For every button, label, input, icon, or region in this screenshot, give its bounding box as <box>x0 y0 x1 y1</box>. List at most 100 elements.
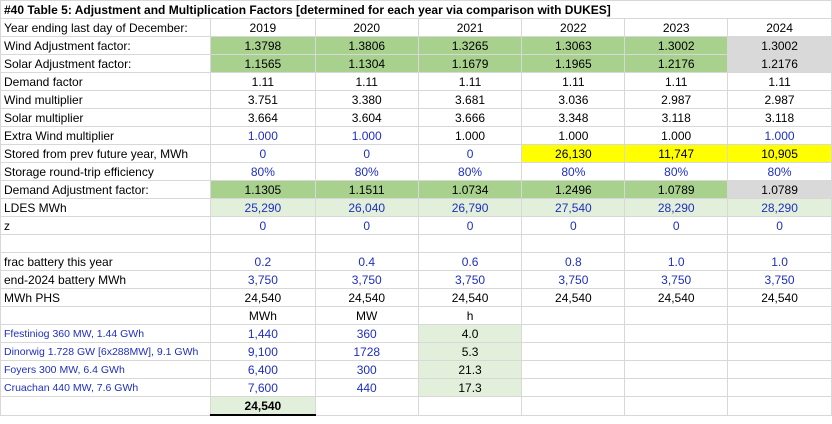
phs-mw[interactable]: 1728 <box>314 342 419 361</box>
row-label[interactable]: MWh PHS <box>0 288 211 307</box>
phs-mwh[interactable]: 6,400 <box>209 360 316 379</box>
value-cell[interactable]: 24,540 <box>521 288 626 307</box>
year-cell[interactable]: 2021 <box>417 18 523 37</box>
value-cell[interactable]: 1.0 <box>624 252 729 271</box>
year-cell[interactable]: 2020 <box>314 18 419 37</box>
value-cell[interactable] <box>209 234 316 253</box>
phs-mwh[interactable]: 1,440 <box>209 324 316 343</box>
value-cell[interactable]: 3.348 <box>521 108 626 127</box>
value-cell[interactable]: 1.2176 <box>727 54 832 73</box>
empty-cell[interactable] <box>314 396 419 416</box>
phs-mw[interactable]: 360 <box>314 324 419 343</box>
row-label[interactable]: Demand factor <box>0 72 211 91</box>
value-cell[interactable]: 1.3002 <box>624 36 729 55</box>
empty-cell[interactable] <box>624 378 729 397</box>
value-cell[interactable]: 1.0734 <box>417 180 523 199</box>
value-cell[interactable]: 1.11 <box>727 72 832 91</box>
row-label[interactable]: Stored from prev future year, MWh <box>0 144 211 163</box>
value-cell[interactable]: 1.000 <box>417 126 523 145</box>
value-cell[interactable]: 80% <box>314 162 419 181</box>
row-label[interactable]: Year ending last day of December: <box>0 18 211 37</box>
year-cell[interactable]: 2022 <box>521 18 626 37</box>
value-cell[interactable]: 3.380 <box>314 90 419 109</box>
year-cell[interactable]: 2024 <box>727 18 832 37</box>
value-cell[interactable]: 3,750 <box>624 270 729 289</box>
value-cell[interactable] <box>521 234 626 253</box>
value-cell[interactable]: 3,750 <box>417 270 523 289</box>
value-cell[interactable] <box>314 234 419 253</box>
value-cell[interactable]: 3.751 <box>209 90 316 109</box>
value-cell[interactable]: 1.0789 <box>624 180 729 199</box>
empty-cell[interactable] <box>521 360 626 379</box>
row-label[interactable]: Solar multiplier <box>0 108 211 127</box>
empty-cell[interactable] <box>727 342 832 361</box>
value-cell[interactable]: 3.036 <box>521 90 626 109</box>
row-label[interactable]: Wind multiplier <box>0 90 211 109</box>
value-cell[interactable]: 11,747 <box>624 144 729 163</box>
value-cell[interactable]: 1.000 <box>209 126 316 145</box>
empty-cell[interactable] <box>521 378 626 397</box>
phs-mwh[interactable]: 9,100 <box>209 342 316 361</box>
value-cell[interactable]: 24,540 <box>314 288 419 307</box>
value-cell[interactable]: 0 <box>209 144 316 163</box>
row-label[interactable]: Solar Adjustment factor: <box>0 54 211 73</box>
value-cell[interactable]: 3,750 <box>727 270 832 289</box>
empty-cell[interactable] <box>624 396 729 416</box>
value-cell[interactable]: 2.987 <box>727 90 832 109</box>
value-cell[interactable]: 3.664 <box>209 108 316 127</box>
value-cell[interactable]: 0.4 <box>314 252 419 271</box>
value-cell[interactable]: 1.3798 <box>209 36 316 55</box>
value-cell[interactable]: 1.000 <box>521 126 626 145</box>
row-label[interactable]: Demand Adjustment factor: <box>0 180 211 199</box>
value-cell[interactable]: 1.1511 <box>314 180 419 199</box>
value-cell[interactable]: 1.1565 <box>209 54 316 73</box>
value-cell[interactable]: 24,540 <box>209 288 316 307</box>
phs-station-name[interactable]: Foyers 300 MW, 6.4 GWh <box>0 360 211 379</box>
value-cell[interactable]: 0.6 <box>417 252 523 271</box>
row-label[interactable] <box>0 234 211 253</box>
value-cell[interactable]: 26,130 <box>521 144 626 163</box>
value-cell[interactable]: 80% <box>417 162 523 181</box>
value-cell[interactable]: 1.1305 <box>209 180 316 199</box>
value-cell[interactable]: 1.000 <box>314 126 419 145</box>
value-cell[interactable]: 1.11 <box>209 72 316 91</box>
empty-cell[interactable] <box>417 396 523 416</box>
value-cell[interactable]: 1.11 <box>521 72 626 91</box>
value-cell[interactable]: 3,750 <box>521 270 626 289</box>
value-cell[interactable] <box>727 234 832 253</box>
value-cell[interactable]: 27,540 <box>521 198 626 217</box>
value-cell[interactable]: 24,540 <box>727 288 832 307</box>
value-cell[interactable]: 0.8 <box>521 252 626 271</box>
value-cell[interactable]: 1.3265 <box>417 36 523 55</box>
value-cell[interactable]: 80% <box>209 162 316 181</box>
value-cell[interactable] <box>417 234 523 253</box>
row-label[interactable]: Wind Adjustment factor: <box>0 36 211 55</box>
value-cell[interactable]: 0.2 <box>209 252 316 271</box>
value-cell[interactable]: 1.11 <box>417 72 523 91</box>
empty-cell[interactable] <box>521 342 626 361</box>
value-cell[interactable]: 3,750 <box>209 270 316 289</box>
value-cell[interactable]: 0 <box>417 144 523 163</box>
empty-cell[interactable] <box>727 360 832 379</box>
table-title[interactable]: #40 Table 5: Adjustment and Multiplicati… <box>0 0 832 19</box>
phs-hours[interactable]: 4.0 <box>417 324 523 343</box>
phs-mw-header[interactable]: MW <box>314 306 419 325</box>
value-cell[interactable]: 1.11 <box>624 72 729 91</box>
empty-cell[interactable] <box>624 324 729 343</box>
value-cell[interactable]: 1.1965 <box>521 54 626 73</box>
value-cell[interactable]: 2.987 <box>624 90 729 109</box>
value-cell[interactable]: 1.1304 <box>314 54 419 73</box>
row-label[interactable]: z <box>0 216 211 235</box>
value-cell[interactable]: 0 <box>521 216 626 235</box>
value-cell[interactable]: 80% <box>727 162 832 181</box>
value-cell[interactable]: 3.604 <box>314 108 419 127</box>
empty-cell[interactable] <box>624 306 729 325</box>
value-cell[interactable]: 1.0789 <box>727 180 832 199</box>
phs-hours[interactable]: 17.3 <box>417 378 523 397</box>
phs-mw[interactable]: 440 <box>314 378 419 397</box>
value-cell[interactable]: 80% <box>624 162 729 181</box>
value-cell[interactable]: 1.2496 <box>521 180 626 199</box>
row-label[interactable] <box>0 396 211 416</box>
empty-cell[interactable] <box>727 378 832 397</box>
year-cell[interactable]: 2023 <box>624 18 729 37</box>
